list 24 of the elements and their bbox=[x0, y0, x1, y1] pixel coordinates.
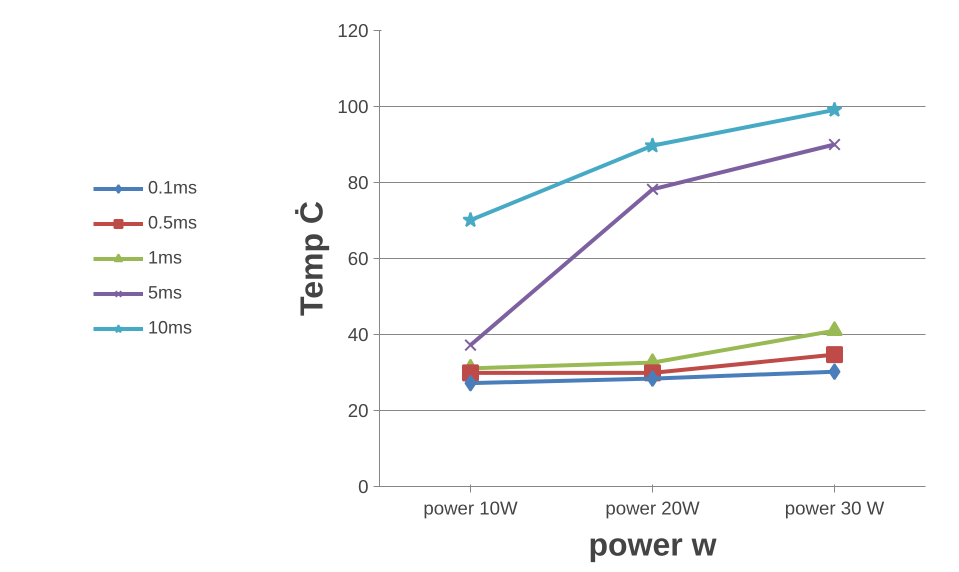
y-tick-label: 60 bbox=[348, 248, 369, 269]
y-tick-label: 100 bbox=[337, 96, 369, 117]
y-tick-label: 0 bbox=[358, 476, 369, 497]
point bbox=[828, 138, 841, 151]
x-tick-label: power 30 W bbox=[784, 498, 885, 518]
legend-label: 0.1ms bbox=[148, 178, 198, 198]
point bbox=[464, 338, 477, 352]
y-tick-label: 40 bbox=[348, 324, 369, 345]
y-axis-title: Temp Ċ bbox=[293, 201, 330, 316]
legend-label: 0.5ms bbox=[148, 212, 198, 234]
y-tick-label: 120 bbox=[337, 20, 369, 41]
x-tick-label: power 20W bbox=[605, 498, 700, 518]
point bbox=[644, 137, 661, 153]
x-axis-title: power w bbox=[588, 526, 717, 562]
legend-label: 1ms bbox=[148, 248, 182, 268]
point bbox=[826, 346, 843, 364]
point bbox=[826, 101, 843, 117]
y-tick-label: 80 bbox=[348, 172, 369, 193]
point bbox=[646, 183, 659, 196]
y-tick-label: 20 bbox=[348, 400, 369, 421]
legend-label: 10ms bbox=[148, 318, 192, 338]
x-tick-label: power 10W bbox=[423, 498, 518, 518]
legend-label: 5ms bbox=[148, 282, 182, 304]
point bbox=[462, 212, 479, 228]
